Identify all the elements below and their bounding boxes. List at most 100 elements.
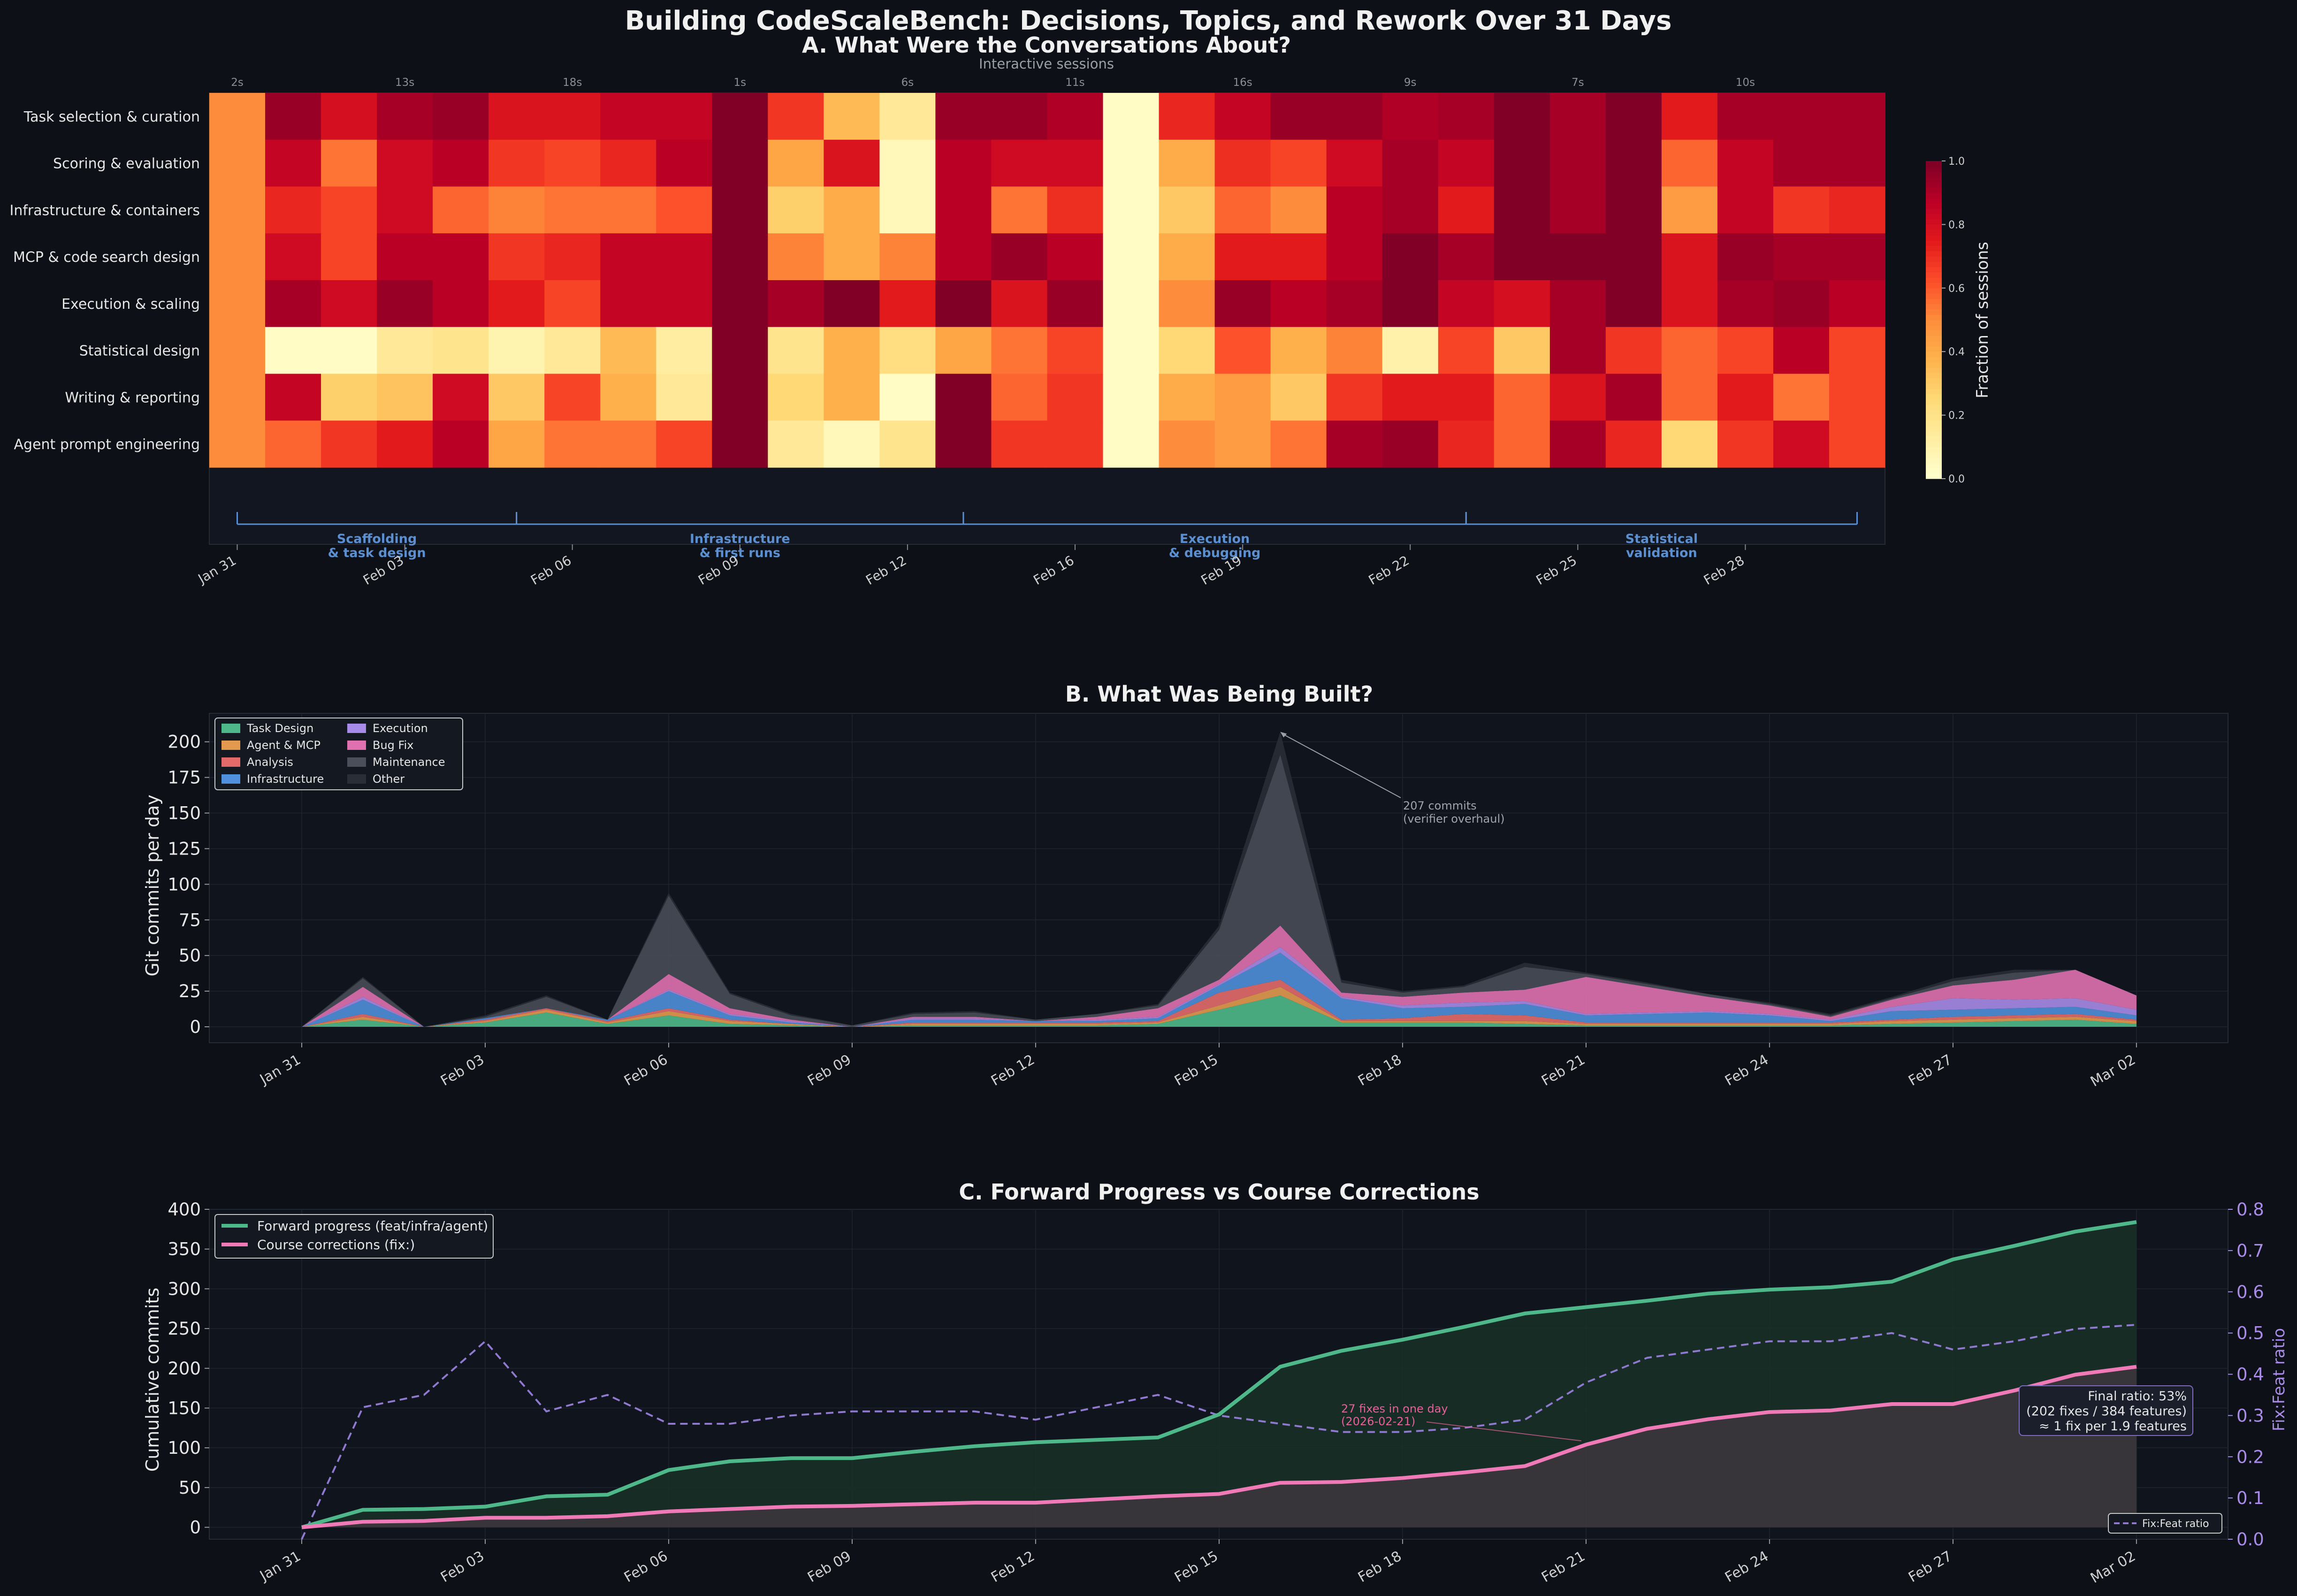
heatmap-cell xyxy=(712,139,768,187)
heatmap-cell xyxy=(1717,374,1774,421)
heatmap-cell xyxy=(1214,327,1271,374)
heatmap-cell xyxy=(1438,327,1495,374)
colorbar-label: Fraction of sessions xyxy=(1973,242,1992,398)
heatmap-cell xyxy=(1605,280,1662,328)
colorbar-segment xyxy=(1926,283,1942,289)
colorbar-tick-label: 0.4 xyxy=(1948,346,1965,358)
phase-label: & task design xyxy=(328,546,426,560)
heatmap-cell xyxy=(321,374,377,421)
y-tick-label: 0 xyxy=(190,1518,201,1538)
colorbar-segment xyxy=(1926,468,1942,474)
heatmap-cell xyxy=(1047,420,1104,468)
colorbar-segment xyxy=(1926,336,1942,342)
heatmap-cell xyxy=(1661,186,1718,234)
heatmap-cell xyxy=(1159,280,1215,328)
heatmap-cell xyxy=(377,186,433,234)
colorbar-segment xyxy=(1926,405,1942,410)
heatmap-cell xyxy=(433,374,489,421)
heatmap-cell xyxy=(768,93,824,140)
phase-label: & debugging xyxy=(1169,546,1261,560)
heatmap-cell xyxy=(1103,139,1160,187)
heatmap-cell xyxy=(991,186,1048,234)
heatmap-cell xyxy=(1549,280,1606,328)
heatmap-cell xyxy=(935,280,992,328)
heatmap-cell xyxy=(1214,280,1271,328)
panel-c-cumulative: C. Forward Progress vs Course Correction… xyxy=(142,1179,2289,1587)
y2-tick-label: 0.8 xyxy=(2236,1199,2264,1220)
heatmap-cell xyxy=(712,93,768,140)
heatmap-cell xyxy=(1773,93,1830,140)
colorbar-segment xyxy=(1926,341,1942,347)
heatmap-cell xyxy=(265,139,321,187)
heatmap-row-label: MCP & code search design xyxy=(13,249,200,266)
legend-label: Agent & MCP xyxy=(247,739,321,752)
heatmap-cell xyxy=(488,139,545,187)
heatmap-cell xyxy=(1047,280,1104,328)
colorbar-segment xyxy=(1926,171,1942,177)
ratio-legend-label: Fix:Feat ratio xyxy=(2142,1518,2209,1530)
legend-label: Course corrections (fix:) xyxy=(257,1237,415,1252)
colorbar-segment xyxy=(1926,245,1942,252)
final-ratio-text: ≈ 1 fix per 1.9 features xyxy=(2039,1419,2187,1434)
colorbar-segment xyxy=(1926,240,1942,246)
heatmap-cell xyxy=(1326,93,1383,140)
panel-b-stacked-area: B. What Was Being Built? Git commits per… xyxy=(142,681,2228,1090)
heatmap-cell xyxy=(824,420,880,468)
heatmap-cell xyxy=(1270,186,1327,234)
heatmap-cell xyxy=(656,420,712,468)
legend-label: Task Design xyxy=(246,722,313,735)
colorbar-tick-label: 0.2 xyxy=(1948,410,1965,422)
heatmap-cell xyxy=(1773,233,1830,281)
heatmap-cell xyxy=(879,186,936,234)
y-tick-label: 100 xyxy=(168,874,201,894)
heatmap-cell xyxy=(1326,233,1383,281)
heatmap-cell xyxy=(768,186,824,234)
heatmap-cell xyxy=(1382,233,1439,281)
heatmap-cell xyxy=(1326,186,1383,234)
heatmap-cell xyxy=(1661,280,1718,328)
heatmap-cell xyxy=(433,327,489,374)
heatmap-cell xyxy=(1438,280,1495,328)
session-count-label: 16s xyxy=(1233,76,1252,89)
final-ratio-box xyxy=(2019,1385,2193,1436)
heatmap-cell xyxy=(935,139,992,187)
heatmap-cell xyxy=(600,186,656,234)
panel-c-plot: 0 50 100 150 200 250 300 350 400 0.0 0.1 0.2 0.3 0.4 0… xyxy=(168,1199,2264,1587)
session-count-label: 6s xyxy=(901,76,914,89)
heatmap-cell xyxy=(1605,327,1662,374)
area-series-infrastructure xyxy=(302,953,2137,1027)
y-tick-label: 200 xyxy=(168,1359,201,1379)
colorbar-segment xyxy=(1926,314,1942,321)
colorbar-segment xyxy=(1926,457,1942,463)
heatmap-cell xyxy=(1270,374,1327,421)
y-tick-label: 200 xyxy=(168,732,201,752)
heatmap-cell xyxy=(488,186,545,234)
heatmap-cell xyxy=(879,420,936,468)
legend-swatch xyxy=(347,741,366,750)
heatmap-cell xyxy=(824,186,880,234)
heatmap-cell xyxy=(1103,374,1160,421)
heatmap-cell xyxy=(433,139,489,187)
session-count-label: 11s xyxy=(1065,76,1084,89)
heatmap-cell xyxy=(1717,280,1774,328)
area-series-analysis xyxy=(302,979,2137,1027)
heatmap-row-labels: Task selection & curation Scoring & evalu… xyxy=(9,109,200,453)
heatmap-cell xyxy=(321,327,377,374)
heatmap-cell xyxy=(1773,186,1830,234)
y2-tick-label: 0.3 xyxy=(2236,1405,2264,1426)
heatmap-cell xyxy=(544,327,601,374)
suptitle: Building CodeScaleBench: Decisions, Topi… xyxy=(625,6,1672,36)
heatmap-cell xyxy=(1605,139,1662,187)
heatmap-cell xyxy=(1605,420,1662,468)
heatmap-cell xyxy=(600,420,656,468)
heatmap-cell xyxy=(1717,327,1774,374)
heatmap-cell xyxy=(433,93,489,140)
heatmap-cell xyxy=(209,93,266,140)
heatmap-cell xyxy=(879,139,936,187)
heatmap-cell xyxy=(1382,374,1439,421)
heatmap-cell xyxy=(1047,374,1104,421)
colorbar: 0.0 0.2 0.4 0.6 0.8 1.0 Fraction of sessions xyxy=(1926,156,1992,485)
annotation-text: 207 commits xyxy=(1403,799,1477,812)
panel-c-ylabel: Cumulative commits xyxy=(142,1288,163,1472)
heatmap-cell xyxy=(1549,233,1606,281)
